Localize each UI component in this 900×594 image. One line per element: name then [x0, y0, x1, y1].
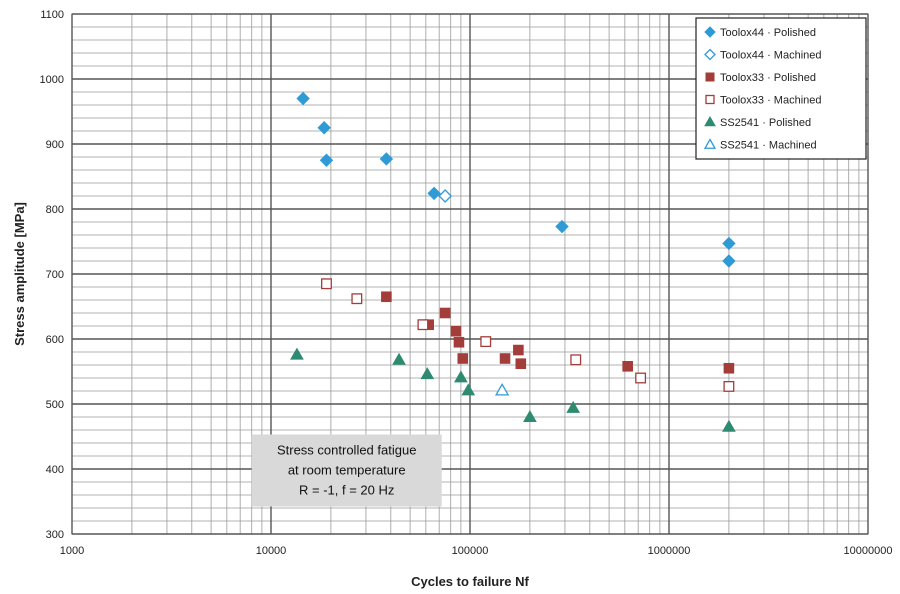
legend-marker: [704, 48, 716, 61]
triangle-point: [494, 383, 510, 396]
legend: Toolox44 · Polished Toolox44 · Machined To…: [695, 17, 867, 160]
square-point: [622, 361, 633, 372]
y-tick-label: 900: [46, 139, 64, 151]
legend-label: Toolox44 · Machined: [720, 50, 822, 62]
legend-label: SS2541 · Machined: [720, 140, 817, 152]
legend-marker: [704, 26, 716, 38]
x-tick-label: 1000: [60, 545, 84, 557]
diamond-point: [722, 254, 736, 268]
legend-label: SS2541 · Polished: [720, 117, 811, 129]
y-tick-label: 800: [46, 204, 64, 216]
triangle-point: [566, 400, 581, 413]
data-points: [290, 91, 736, 432]
legend-label: Toolox33 · Polished: [720, 72, 816, 84]
diamond-point: [319, 153, 334, 167]
note-line: at room temperature: [288, 463, 406, 478]
square-point: [480, 336, 492, 348]
legend-entry: Toolox33 · Machined: [705, 94, 822, 107]
legend-entry: SS2541 · Machined: [703, 138, 817, 152]
square-point: [381, 291, 392, 303]
square-point: [351, 293, 363, 305]
legend-marker: [705, 94, 715, 105]
diamond-point: [427, 186, 441, 201]
legend-entry: SS2541 · Polished: [704, 115, 811, 129]
triangle-point: [454, 370, 468, 383]
legend-marker: [704, 115, 716, 127]
square-point: [515, 358, 527, 369]
y-tick-label: 1000: [40, 74, 64, 86]
legend-entry: Toolox33 · Polished: [705, 72, 816, 84]
y-tick-label: 300: [46, 529, 64, 541]
diamond-point: [296, 91, 310, 106]
square-point: [723, 380, 735, 392]
legend-box: [695, 17, 867, 160]
legend-marker: [705, 72, 715, 82]
legend-entry: Toolox44 · Polished: [704, 26, 816, 39]
triangle-point: [392, 352, 406, 365]
square-point: [321, 278, 332, 290]
y-tick-label: 700: [46, 269, 64, 281]
square-point: [439, 307, 451, 319]
y-tick-label: 600: [46, 334, 64, 346]
triangle-point: [523, 409, 537, 422]
x-tick-label: 100000: [452, 545, 489, 557]
diamond-point: [379, 152, 394, 166]
square-point: [723, 362, 735, 374]
square-point: [635, 372, 647, 384]
triangle-point: [420, 367, 435, 380]
plot-area-frame: [71, 13, 869, 535]
triangle-point: [722, 419, 736, 432]
square-point: [453, 336, 465, 348]
square-point: [417, 319, 429, 331]
note-background: [251, 434, 442, 507]
note-line: R = -1, f = 20 Hz: [299, 483, 394, 498]
diamond-point: [555, 219, 569, 234]
diamond-point: [317, 121, 331, 135]
square-point: [450, 325, 462, 337]
square-point: [457, 353, 469, 364]
square-point: [499, 353, 511, 364]
square-point: [513, 344, 524, 356]
diamond-point: [438, 189, 453, 203]
y-axis-title: Stress amplitude [MPa]: [12, 202, 27, 346]
y-tick-label: 500: [46, 399, 64, 411]
legend-label: Toolox33 · Machined: [720, 95, 822, 107]
test-conditions-note: Stress controlled fatigue at room temper…: [251, 434, 442, 507]
triangle-point: [461, 383, 476, 396]
y-tick-label: 400: [46, 464, 64, 476]
note-line: Stress controlled fatigue: [277, 443, 416, 458]
diamond-point: [722, 236, 736, 251]
x-tick-label: 10000000: [844, 545, 893, 557]
x-axis-ticks: 1000 10000 100000 1000000 10000000: [60, 545, 893, 557]
x-axis-title: Cycles to failure Nf: [411, 574, 529, 589]
y-tick-label: 1100: [40, 9, 64, 21]
legend-label: Toolox44 · Polished: [720, 27, 816, 39]
legend-entry: Toolox44 · Machined: [704, 48, 822, 62]
x-tick-label: 10000: [256, 545, 287, 557]
legend-marker: [703, 138, 717, 149]
y-axis-ticks: 300 400 500 600 700 800 900 1000 1100: [40, 9, 64, 541]
square-point: [570, 354, 582, 366]
triangle-point: [290, 347, 304, 360]
x-tick-label: 1000000: [648, 545, 691, 557]
